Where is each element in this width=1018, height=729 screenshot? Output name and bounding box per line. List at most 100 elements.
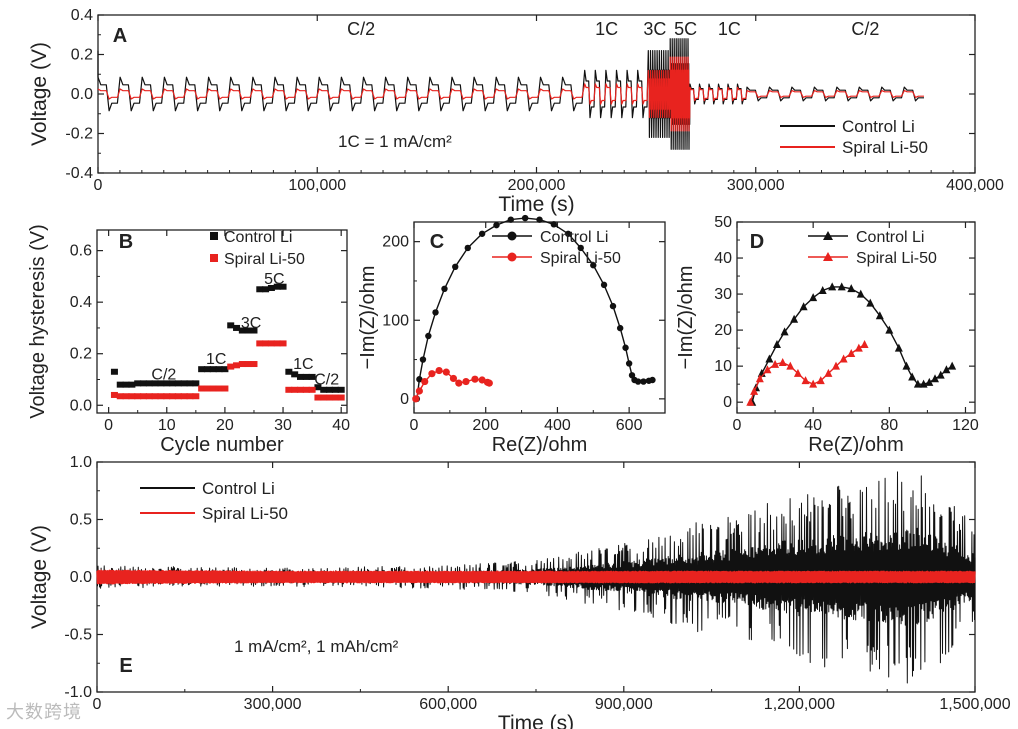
y-tick-label: 100 bbox=[382, 312, 409, 329]
data-point bbox=[163, 393, 171, 400]
data-point bbox=[326, 386, 334, 393]
series-line bbox=[415, 369, 490, 400]
x-tick-label: 80 bbox=[880, 417, 898, 434]
data-point bbox=[267, 284, 275, 291]
line-spiral-li-50 bbox=[96, 569, 976, 585]
data-point bbox=[435, 366, 443, 375]
data-point bbox=[875, 311, 884, 320]
y-tick-label: 0.4 bbox=[71, 7, 93, 24]
legend-label: Spiral Li-50 bbox=[842, 138, 928, 157]
data-point bbox=[331, 386, 339, 393]
data-point bbox=[296, 386, 304, 393]
x-tick-label: 120 bbox=[952, 417, 979, 434]
y-tick-label: -0.5 bbox=[64, 627, 92, 644]
data-point bbox=[634, 378, 642, 385]
x-tick-label: 400,000 bbox=[946, 177, 1004, 194]
legend-label: Control Li bbox=[842, 117, 915, 136]
data-point bbox=[485, 379, 493, 387]
legend-label: Control Li bbox=[856, 229, 924, 246]
rate-label: 5C bbox=[264, 271, 284, 288]
x-tick-label: 1,200,000 bbox=[764, 696, 835, 713]
series-spiral-li-50 bbox=[96, 569, 976, 585]
y-tick-label: 0.4 bbox=[70, 294, 92, 311]
x-axis-label: Time (s) bbox=[498, 193, 574, 216]
data-point bbox=[462, 377, 470, 386]
data-point bbox=[227, 363, 235, 370]
x-axis-label: Cycle number bbox=[160, 434, 284, 456]
line-control-li bbox=[97, 38, 924, 150]
data-point bbox=[238, 361, 246, 368]
legend-e: Control Li Spiral Li-50 bbox=[130, 475, 340, 527]
data-point bbox=[140, 380, 148, 387]
data-point bbox=[948, 361, 957, 370]
data-point bbox=[186, 393, 194, 400]
data-point bbox=[308, 373, 316, 380]
legend-label: Control Li bbox=[224, 229, 292, 246]
panel-d-frame bbox=[736, 221, 976, 414]
series-line bbox=[749, 343, 865, 403]
data-point bbox=[441, 285, 448, 293]
data-point bbox=[828, 282, 837, 291]
rate-label: C/2 bbox=[851, 19, 879, 39]
y-tick-label: 20 bbox=[714, 322, 732, 339]
y-tick-label: 0.0 bbox=[70, 397, 92, 414]
x-tick-label: 100,000 bbox=[288, 177, 346, 194]
rate-label: C/2 bbox=[151, 366, 176, 383]
data-point bbox=[478, 230, 486, 237]
data-point bbox=[507, 216, 515, 223]
legend-label: Spiral Li-50 bbox=[224, 251, 305, 268]
data-point bbox=[233, 362, 241, 369]
data-point bbox=[122, 381, 130, 388]
data-point bbox=[452, 263, 459, 271]
data-point bbox=[425, 332, 432, 340]
x-tick-label: 0 bbox=[733, 417, 742, 434]
data-point bbox=[564, 230, 572, 237]
y-tick-label: 1.0 bbox=[70, 454, 92, 471]
x-tick-label: 40 bbox=[804, 417, 822, 434]
rate-label: 3C bbox=[241, 315, 261, 332]
x-tick-label: 30 bbox=[274, 417, 292, 434]
data-point bbox=[110, 391, 118, 398]
data-point bbox=[471, 375, 479, 383]
data-point bbox=[421, 377, 429, 386]
legend-background bbox=[130, 475, 340, 527]
data-point bbox=[763, 365, 772, 374]
data-point bbox=[590, 262, 597, 269]
rate-label: C/2 bbox=[314, 372, 339, 389]
data-point bbox=[169, 393, 177, 400]
data-point bbox=[267, 340, 275, 347]
data-point bbox=[942, 365, 951, 374]
data-point bbox=[837, 282, 846, 291]
data-point bbox=[415, 387, 423, 395]
data-point bbox=[755, 374, 764, 383]
y-tick-label: 200 bbox=[382, 234, 409, 251]
legend-marker bbox=[507, 231, 517, 241]
data-point bbox=[832, 361, 841, 370]
data-point bbox=[847, 349, 856, 358]
data-point bbox=[449, 374, 458, 383]
legend-label: Control Li bbox=[202, 479, 275, 498]
data-point bbox=[163, 380, 171, 387]
data-point bbox=[262, 340, 270, 347]
data-point bbox=[203, 385, 211, 392]
data-point bbox=[464, 244, 471, 252]
data-point bbox=[885, 325, 894, 334]
data-point bbox=[847, 284, 856, 293]
data-point bbox=[116, 381, 124, 388]
data-point bbox=[854, 343, 863, 352]
data-point bbox=[238, 327, 246, 334]
y-tick-label: 40 bbox=[714, 250, 732, 267]
data-point bbox=[809, 293, 818, 302]
panel-letter-e: E bbox=[119, 655, 132, 677]
data-point bbox=[110, 368, 118, 375]
data-point bbox=[628, 372, 636, 379]
data-point bbox=[908, 372, 917, 381]
y-tick-label: 0 bbox=[723, 394, 732, 411]
data-point bbox=[416, 376, 423, 383]
data-point bbox=[192, 380, 200, 387]
y-tick-label: 10 bbox=[714, 358, 732, 375]
x-tick-label: 0 bbox=[93, 696, 102, 713]
panel-letter-b: B bbox=[119, 231, 133, 253]
data-point bbox=[772, 340, 781, 349]
data-point bbox=[778, 358, 787, 367]
